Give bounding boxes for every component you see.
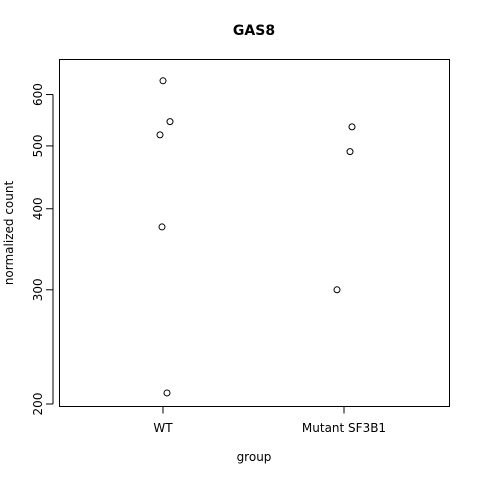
- y-axis-label: normalized count: [2, 181, 16, 286]
- y-axis: 200 300 400 500 600: [31, 83, 54, 416]
- y-tick-label: 500: [31, 134, 45, 157]
- data-point: [166, 118, 174, 126]
- x-axis-label: group: [237, 450, 272, 464]
- y-tick-label: 400: [31, 197, 45, 220]
- data-points: [156, 77, 356, 397]
- data-point: [159, 77, 167, 85]
- y-tick-label: 200: [31, 393, 45, 416]
- data-point: [158, 223, 166, 231]
- data-point: [346, 148, 354, 156]
- y-tick-label: 600: [31, 83, 45, 106]
- x-tick-label: Mutant SF3B1: [302, 421, 386, 435]
- chart-title: GAS8: [233, 23, 275, 39]
- data-point: [163, 389, 171, 397]
- x-tick-label: WT: [153, 421, 173, 435]
- data-point: [348, 123, 356, 131]
- plot-area: [59, 59, 450, 407]
- x-axis: WT Mutant SF3B1: [153, 406, 386, 435]
- y-tick-label: 300: [31, 278, 45, 301]
- data-point: [333, 286, 341, 294]
- data-point: [156, 131, 164, 139]
